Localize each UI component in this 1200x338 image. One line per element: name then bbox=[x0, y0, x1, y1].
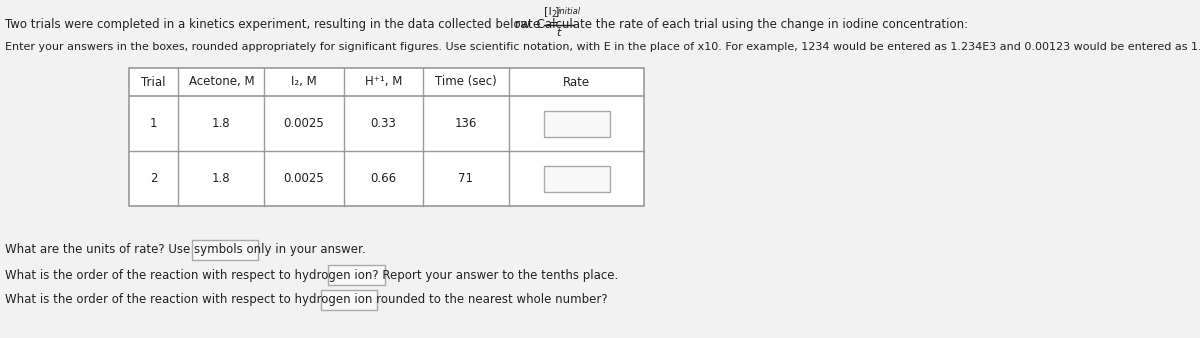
Text: 0.0025: 0.0025 bbox=[283, 172, 324, 185]
Text: 1.8: 1.8 bbox=[212, 117, 230, 130]
Bar bbox=[329, 265, 385, 285]
Text: Acetone, M: Acetone, M bbox=[188, 75, 254, 89]
Text: 0.0025: 0.0025 bbox=[283, 117, 324, 130]
Text: Time (sec): Time (sec) bbox=[436, 75, 497, 89]
Text: 2: 2 bbox=[551, 10, 557, 19]
Text: H⁺¹, M: H⁺¹, M bbox=[365, 75, 402, 89]
Text: 0.66: 0.66 bbox=[371, 172, 396, 185]
Text: t: t bbox=[557, 28, 560, 38]
Bar bbox=[128, 68, 644, 206]
Bar bbox=[320, 290, 377, 310]
Text: What is the order of the reaction with respect to hydrogen ion rounded to the ne: What is the order of the reaction with r… bbox=[5, 293, 608, 307]
Text: Rate: Rate bbox=[563, 75, 590, 89]
Text: initial: initial bbox=[558, 7, 581, 16]
Text: rate  =: rate = bbox=[516, 18, 559, 31]
Bar bbox=[192, 240, 258, 260]
Text: I₂, M: I₂, M bbox=[292, 75, 317, 89]
Text: Enter your answers in the boxes, rounded appropriately for significant figures. : Enter your answers in the boxes, rounded… bbox=[5, 42, 1200, 52]
Text: 0.33: 0.33 bbox=[371, 117, 396, 130]
Text: 136: 136 bbox=[455, 117, 478, 130]
Text: Two trials were completed in a kinetics experiment, resulting in the data collec: Two trials were completed in a kinetics … bbox=[5, 18, 968, 31]
Bar bbox=[544, 166, 610, 192]
Text: 1: 1 bbox=[150, 117, 157, 130]
Text: ]: ] bbox=[554, 6, 559, 16]
Text: 71: 71 bbox=[458, 172, 474, 185]
Text: What are the units of rate? Use symbols only in your answer.: What are the units of rate? Use symbols … bbox=[5, 243, 366, 257]
Bar bbox=[544, 111, 610, 137]
Text: [I: [I bbox=[544, 6, 552, 16]
Text: Trial: Trial bbox=[142, 75, 166, 89]
Text: 1.8: 1.8 bbox=[212, 172, 230, 185]
Text: What is the order of the reaction with respect to hydrogen ion? Report your answ: What is the order of the reaction with r… bbox=[5, 268, 618, 282]
Text: 2: 2 bbox=[150, 172, 157, 185]
